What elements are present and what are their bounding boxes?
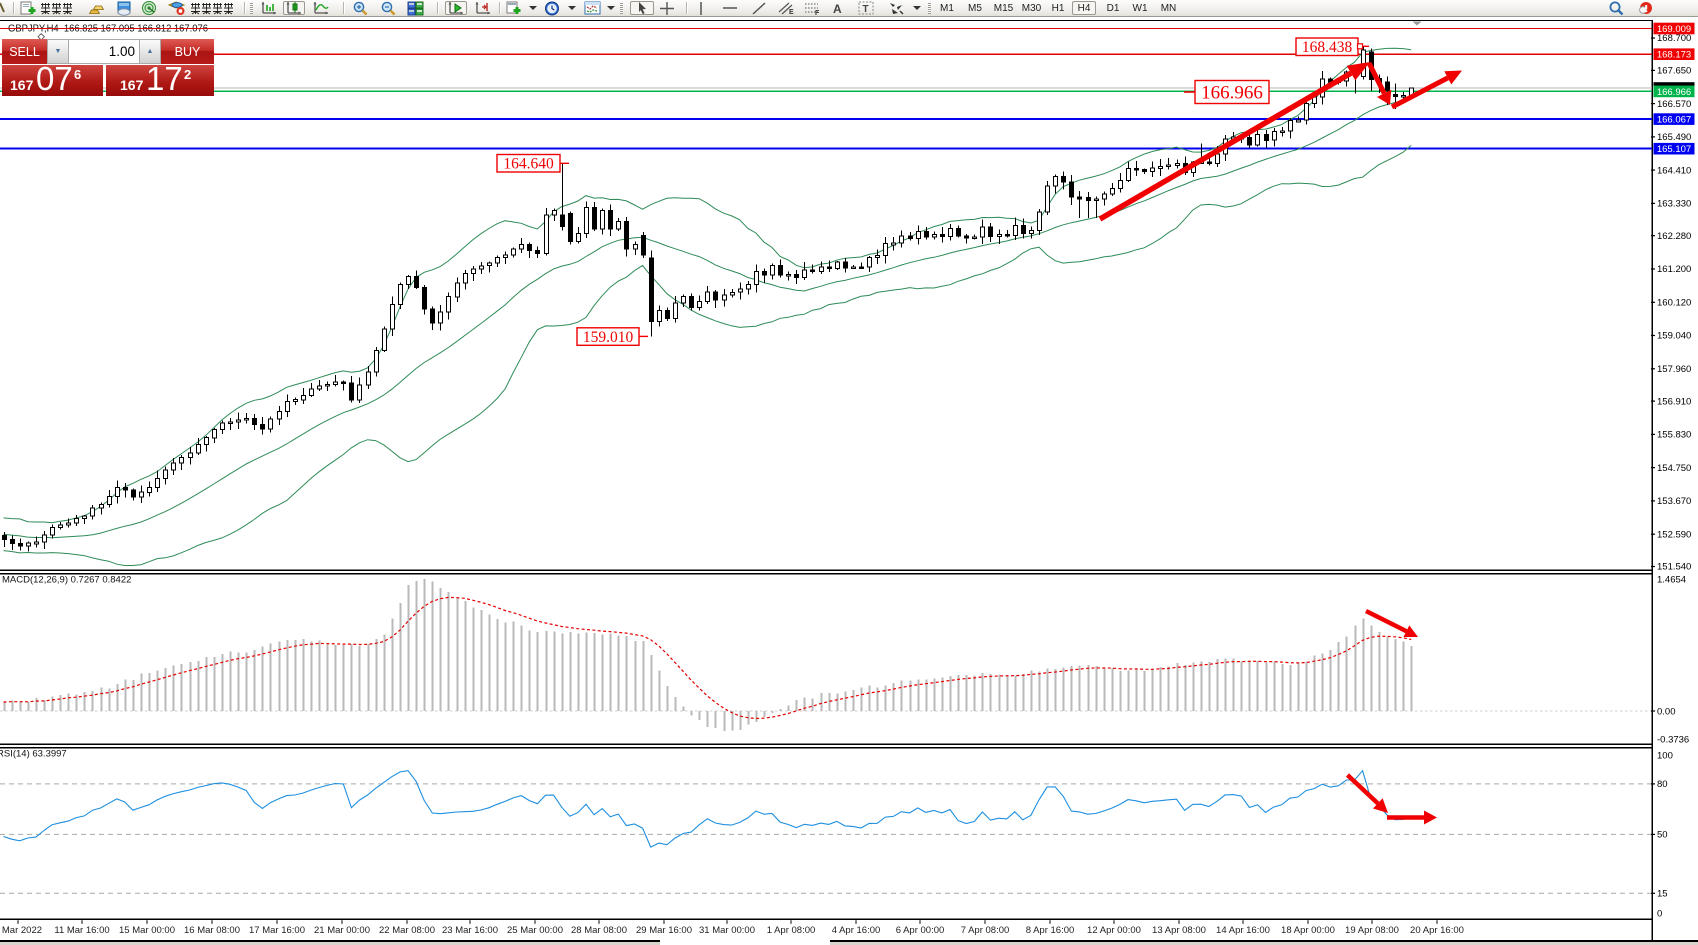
- svg-text:17 Mar 16:00: 17 Mar 16:00: [249, 925, 305, 936]
- svg-text:11 Mar 16:00: 11 Mar 16:00: [54, 925, 109, 936]
- svg-text:MACD(12,26,9) 0.7267 0.8422: MACD(12,26,9) 0.7267 0.8422: [2, 575, 131, 586]
- svg-text:0: 0: [1657, 908, 1662, 919]
- svg-text:159.040: 159.040: [1657, 331, 1691, 342]
- svg-text:28 Mar 08:00: 28 Mar 08:00: [571, 925, 627, 936]
- svg-text:18 Apr 00:00: 18 Apr 00:00: [1281, 925, 1335, 936]
- svg-text:166.966: 166.966: [1201, 82, 1263, 103]
- svg-text:162.280: 162.280: [1657, 231, 1691, 242]
- svg-text:154.750: 154.750: [1657, 463, 1691, 474]
- svg-text:169.009: 169.009: [1657, 24, 1691, 35]
- svg-text:161.200: 161.200: [1657, 264, 1691, 275]
- svg-text:22 Mar 08:00: 22 Mar 08:00: [379, 925, 435, 936]
- svg-text:29 Mar 16:00: 29 Mar 16:00: [636, 925, 692, 936]
- svg-text:-0.3736: -0.3736: [1657, 734, 1689, 745]
- svg-text:50: 50: [1657, 830, 1668, 841]
- svg-text:151.540: 151.540: [1657, 562, 1691, 573]
- svg-text:12 Apr 00:00: 12 Apr 00:00: [1087, 925, 1141, 936]
- svg-text:156.910: 156.910: [1657, 396, 1691, 407]
- svg-text:165.490: 165.490: [1657, 132, 1691, 143]
- svg-text:E: E: [789, 9, 794, 16]
- svg-text:31 Mar 00:00: 31 Mar 00:00: [699, 925, 755, 936]
- svg-text:153.670: 153.670: [1657, 496, 1691, 507]
- svg-text:T: T: [863, 4, 869, 15]
- svg-text:1.4654: 1.4654: [1657, 574, 1686, 585]
- svg-text:157.960: 157.960: [1657, 364, 1691, 375]
- svg-text:100: 100: [1657, 750, 1673, 761]
- svg-text:168.700: 168.700: [1657, 33, 1691, 44]
- svg-text:164.410: 164.410: [1657, 165, 1691, 176]
- svg-text:7 Apr 08:00: 7 Apr 08:00: [961, 925, 1010, 936]
- svg-text:8 Apr 16:00: 8 Apr 16:00: [1026, 925, 1075, 936]
- svg-text:15: 15: [1657, 889, 1668, 900]
- svg-text:160.120: 160.120: [1657, 298, 1691, 309]
- svg-text:166.966: 166.966: [1657, 87, 1691, 98]
- svg-text:25 Mar 00:00: 25 Mar 00:00: [507, 925, 563, 936]
- svg-text:1 Apr 08:00: 1 Apr 08:00: [767, 925, 816, 936]
- svg-text:166.067: 166.067: [1657, 115, 1691, 126]
- svg-text:13 Apr 08:00: 13 Apr 08:00: [1152, 925, 1206, 936]
- svg-text:14 Apr 16:00: 14 Apr 16:00: [1216, 925, 1270, 936]
- svg-text:163.330: 163.330: [1657, 199, 1691, 210]
- svg-text:4 Apr 16:00: 4 Apr 16:00: [832, 925, 881, 936]
- svg-text:F: F: [815, 10, 820, 16]
- svg-text:159.010: 159.010: [583, 329, 634, 346]
- svg-text:155.830: 155.830: [1657, 430, 1691, 441]
- svg-text:166.570: 166.570: [1657, 99, 1691, 110]
- svg-text:0.00: 0.00: [1657, 706, 1676, 717]
- svg-text:152.590: 152.590: [1657, 529, 1691, 540]
- svg-text:16 Mar 08:00: 16 Mar 08:00: [184, 925, 240, 936]
- svg-text:21 Mar 00:00: 21 Mar 00:00: [314, 925, 370, 936]
- svg-text:9 Mar 2022: 9 Mar 2022: [0, 925, 42, 936]
- svg-text:6 Apr 00:00: 6 Apr 00:00: [896, 925, 945, 936]
- svg-text:80: 80: [1657, 779, 1668, 790]
- svg-text:168.438: 168.438: [1302, 39, 1353, 56]
- svg-text:167.650: 167.650: [1657, 66, 1691, 77]
- svg-text:23 Mar 16:00: 23 Mar 16:00: [442, 925, 498, 936]
- svg-text:164.640: 164.640: [503, 156, 554, 173]
- svg-text:168.173: 168.173: [1657, 50, 1691, 61]
- svg-text:165.107: 165.107: [1657, 144, 1691, 155]
- svg-text:RSI(14) 63.3997: RSI(14) 63.3997: [0, 749, 67, 760]
- svg-text:20 Apr 16:00: 20 Apr 16:00: [1410, 925, 1464, 936]
- svg-text:15 Mar 00:00: 15 Mar 00:00: [119, 925, 175, 936]
- svg-text:19 Apr 08:00: 19 Apr 08:00: [1345, 925, 1399, 936]
